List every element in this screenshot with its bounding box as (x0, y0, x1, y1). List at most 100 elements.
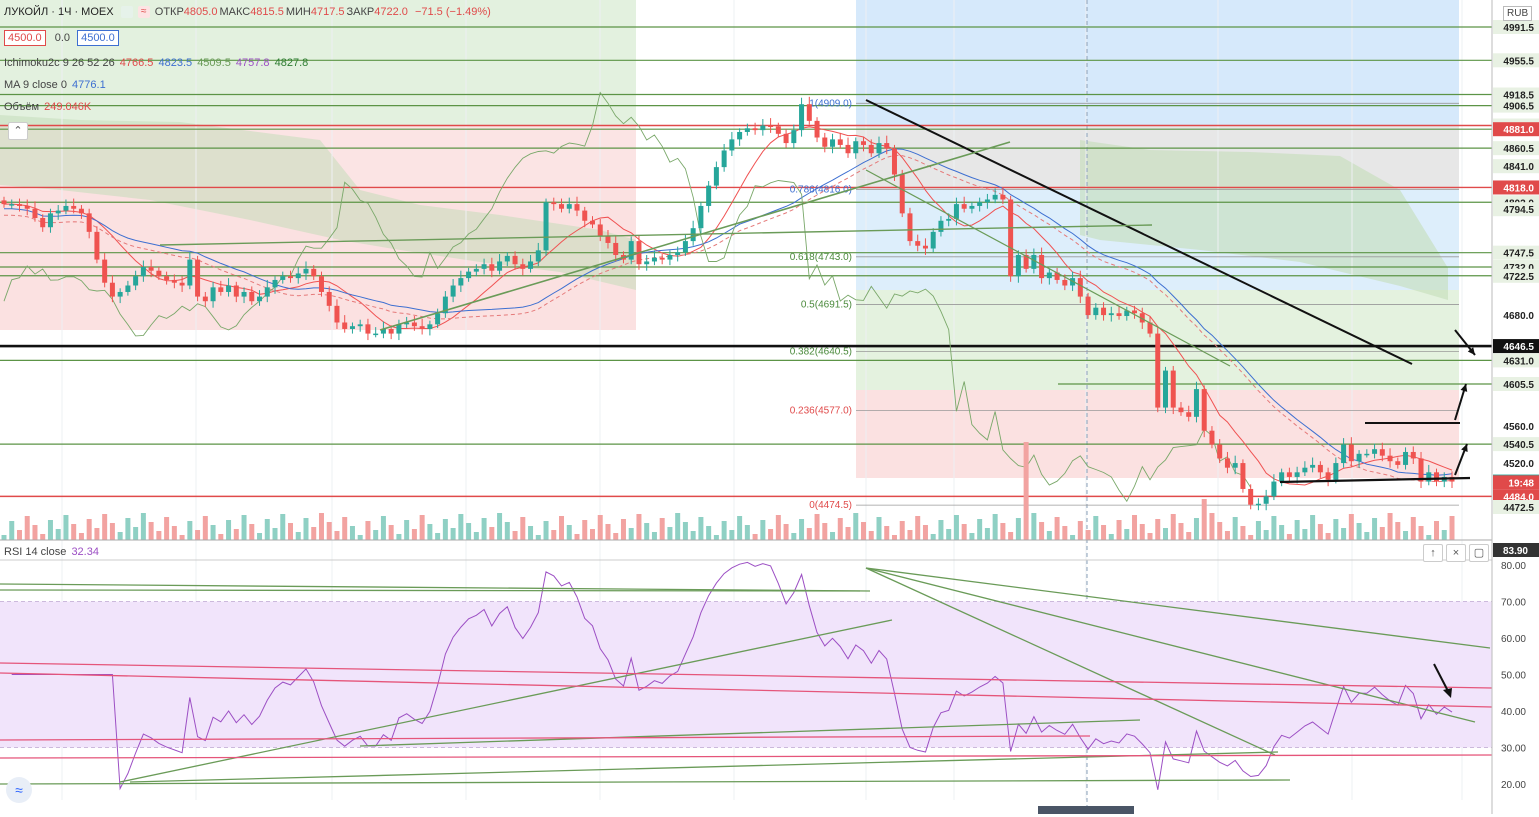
volume-bar-111 (861, 522, 867, 540)
volume-bar-50 (388, 525, 394, 540)
volume-bar-104 (806, 528, 812, 540)
candle-119 (922, 238, 928, 255)
ticker-label[interactable]: ЛУКОЙЛ · 1Ч · МОЕХ (4, 6, 114, 18)
trend-line-0 (865, 99, 1413, 365)
candle-178 (1379, 442, 1385, 462)
volume-bar-29 (226, 520, 232, 540)
candle-body-12 (94, 231, 100, 260)
candle-139 (1077, 270, 1083, 304)
volume-bar-35 (272, 528, 278, 540)
candle-body-67 (520, 264, 526, 269)
cloud-right (1080, 140, 1448, 300)
currency-badge[interactable]: RUB (1503, 6, 1533, 21)
candle-113 (876, 136, 882, 158)
axis-label-text-7: 4841.0 (1503, 162, 1534, 173)
axis-label-11: 4747.5 (1493, 245, 1539, 260)
rsi-move-up-button[interactable]: ↑ (1423, 544, 1443, 562)
candle-8 (63, 199, 69, 215)
axis-label-text-24: 4472.5 (1503, 503, 1534, 514)
candle-body-146 (1132, 310, 1138, 314)
candle-64 (497, 254, 503, 275)
volume-bar-45 (349, 526, 355, 540)
candle-182 (1410, 446, 1416, 464)
volume-bar-11 (86, 519, 92, 540)
axis-label-17: 4605.5 (1493, 376, 1539, 391)
candle-40 (311, 265, 317, 280)
candle-125 (969, 202, 975, 214)
volume-bar-41 (318, 513, 324, 540)
volume-bar-71 (551, 530, 557, 540)
candle-3 (24, 199, 30, 216)
rsi-close-button[interactable]: × (1446, 544, 1466, 562)
candle-body-81 (628, 241, 634, 260)
rsi-label: RSI 14 close (4, 546, 67, 558)
volume-bar-124 (961, 524, 967, 540)
candle-155 (1201, 385, 1207, 438)
candle-62 (481, 258, 487, 275)
collapse-legend-button[interactable]: ⌃ (8, 122, 28, 140)
candle-48 (373, 327, 379, 338)
volume-bar-57 (442, 519, 448, 540)
rsi-maximize-button[interactable]: ▢ (1469, 544, 1489, 562)
candle-body-102 (791, 130, 797, 144)
rsi-axis-label-5: 30.00 (1501, 744, 1526, 755)
visibility-toggle[interactable] (120, 6, 133, 19)
candle-body-107 (830, 139, 836, 147)
compare-icon[interactable]: ≈ (137, 6, 150, 19)
tradingview-logo-icon[interactable]: ≈ (6, 777, 32, 803)
volume-bar-103 (799, 519, 805, 540)
volume-bar-118 (915, 516, 921, 540)
candle-68 (528, 254, 534, 273)
bid-button[interactable]: 4500.0 (4, 30, 46, 46)
volume-bar-4 (32, 525, 38, 540)
candle-body-62 (481, 264, 487, 269)
candle-32 (249, 286, 255, 305)
rsi-legend[interactable]: RSI 14 close 32.34 (4, 546, 101, 558)
candle-123 (953, 197, 959, 226)
volume-bar-134 (1039, 522, 1045, 540)
candle-104 (806, 96, 812, 125)
ichimoku-legend[interactable]: Ichimoku2c 9 26 52 26 4766.5 4823.5 4509… (4, 57, 310, 69)
fib-label-6: 0(4474.5) (809, 500, 852, 511)
candle-body-15 (117, 291, 123, 297)
candle-body-129 (1000, 194, 1006, 200)
volume-legend[interactable]: Объём 249.046K (4, 101, 93, 113)
volume-bar-143 (1108, 534, 1114, 540)
candle-body-110 (853, 141, 859, 154)
candle-body-161 (1248, 488, 1254, 505)
candle-body-58 (450, 285, 456, 297)
volume-bar-53 (411, 529, 417, 540)
candle-body-173 (1341, 444, 1347, 464)
volume-bar-75 (582, 520, 588, 540)
candle-131 (1015, 250, 1021, 283)
rsi-arrow-shaft (1433, 663, 1450, 694)
volume-bar-142 (1101, 525, 1107, 540)
ma-legend[interactable]: MA 9 close 0 4776.1 (4, 79, 108, 91)
volume-bar-63 (489, 527, 495, 540)
candle-31 (241, 287, 247, 304)
volume-bar-150 (1162, 528, 1168, 540)
fib-label-1: 0.786(4816.0) (790, 184, 852, 195)
candle-43 (334, 299, 340, 329)
candle-body-179 (1387, 455, 1393, 462)
candle-38 (295, 267, 301, 284)
candle-body-171 (1325, 472, 1331, 480)
candle-145 (1124, 306, 1130, 321)
volume-bar-23 (179, 535, 185, 540)
candle-1 (9, 199, 15, 209)
ask-button[interactable]: 4500.0 (77, 30, 119, 46)
candle-body-35 (272, 279, 278, 288)
candle-body-38 (295, 273, 301, 279)
volume-bar-81 (628, 528, 634, 540)
volume-bar-178 (1379, 527, 1385, 540)
volume-bar-99 (768, 529, 774, 540)
candle-158 (1224, 451, 1230, 474)
candle-179 (1387, 448, 1393, 468)
candle-172 (1333, 457, 1339, 484)
candle-57 (442, 291, 448, 318)
candle-0 (1, 196, 7, 208)
candle-140 (1085, 292, 1091, 319)
volume-bar-13 (102, 514, 108, 540)
candle-body-178 (1379, 449, 1385, 456)
